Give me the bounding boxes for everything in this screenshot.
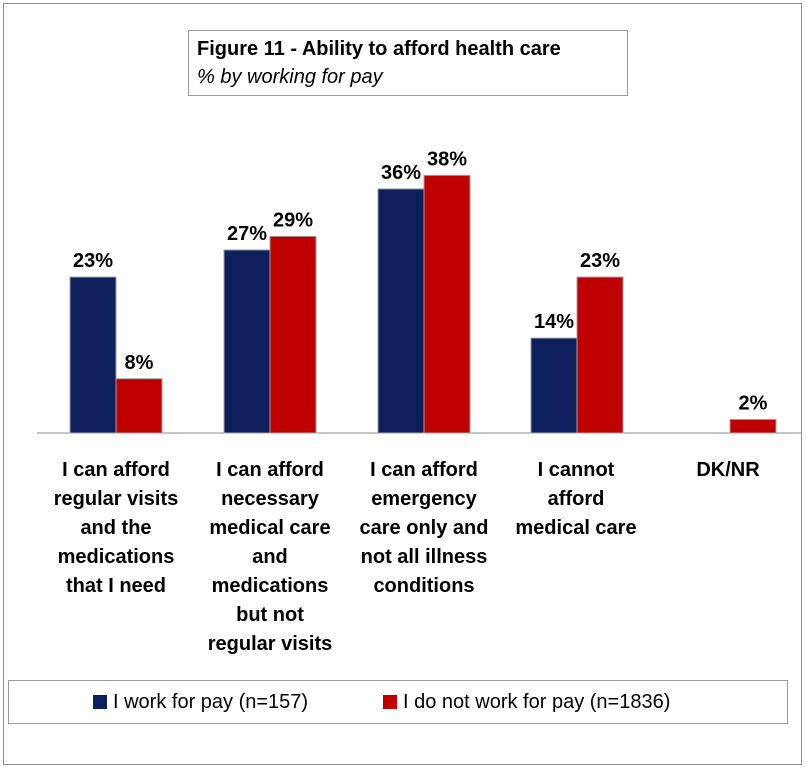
category-label: I can afford regular visits and the medi… <box>53 459 179 597</box>
chart-subtitle: % by working for pay <box>197 66 383 88</box>
data-label-no-work: 2% <box>739 392 768 414</box>
chart-title-box: Figure 11 - Ability to afford health car… <box>188 30 628 96</box>
category-label: DK/NR <box>696 459 760 481</box>
chart-legend: I work for pay (n=157) I do not work for… <box>8 680 788 724</box>
data-label-work: 23% <box>73 250 113 272</box>
data-label-work: 14% <box>534 311 574 333</box>
category-label: I cannot afford medical care <box>515 459 637 539</box>
bar-no-work <box>729 418 777 434</box>
bar-no-work <box>269 235 317 434</box>
chart-title: Figure 11 - Ability to afford health car… <box>197 38 561 60</box>
data-label-no-work: 29% <box>273 209 313 231</box>
data-label-no-work: 38% <box>427 148 467 170</box>
bar-work <box>223 249 271 434</box>
bar-work <box>69 276 117 434</box>
legend-item-no-work: I do not work for pay (n=1836) <box>383 681 670 723</box>
category-label: I can afford emergency care only and not… <box>359 459 489 597</box>
legend-swatch-work <box>93 695 107 709</box>
bar-no-work <box>115 378 163 434</box>
bar-work <box>377 188 425 434</box>
legend-swatch-no-work <box>383 695 397 709</box>
data-label-work: 27% <box>227 223 267 245</box>
data-label-no-work: 8% <box>125 352 154 374</box>
data-label-no-work: 23% <box>580 250 620 272</box>
category-label: I can afford necessary medical care and … <box>207 459 333 655</box>
legend-label-work: I work for pay (n=157) <box>113 690 309 713</box>
legend-label-no-work: I do not work for pay (n=1836) <box>403 690 671 713</box>
data-label-work: 36% <box>381 162 421 184</box>
bar-no-work <box>576 276 624 434</box>
bar-work <box>530 337 578 434</box>
bar-no-work <box>423 174 471 434</box>
legend-item-work: I work for pay (n=157) <box>93 681 308 723</box>
